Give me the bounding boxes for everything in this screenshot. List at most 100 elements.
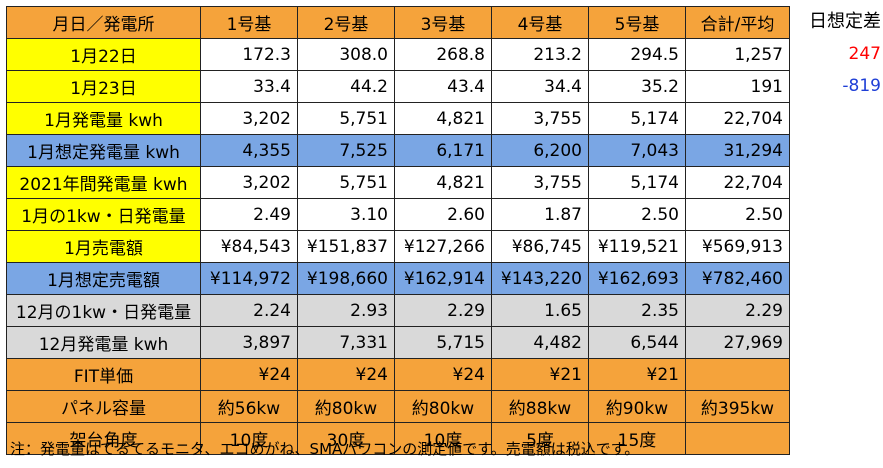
- value-cell: ¥84,543: [200, 230, 298, 263]
- value-cell: 34.4: [491, 70, 589, 103]
- value-cell: ¥24: [200, 358, 298, 391]
- value-cell: 268.8: [394, 38, 492, 71]
- value-cell: 172.3: [200, 38, 298, 71]
- value-cell: ¥198,660: [297, 262, 395, 295]
- value-cell: 約56kw: [200, 390, 298, 423]
- value-cell: ¥86,745: [491, 230, 589, 263]
- value-cell: 5,174: [588, 166, 686, 199]
- value-cell: 191: [685, 70, 790, 103]
- table-row: FIT単価 ¥24 ¥24 ¥24 ¥21 ¥21: [6, 358, 790, 391]
- value-cell: ¥119,521: [588, 230, 686, 263]
- value-cell: 約80kw: [394, 390, 492, 423]
- daily-expected-diff-column: 日想定差 247 -819: [796, 6, 881, 102]
- value-cell: 約90kw: [588, 390, 686, 423]
- value-cell: 6,544: [588, 326, 686, 359]
- daily-expected-diff-value: 247: [848, 44, 881, 64]
- value-cell: 5,751: [297, 166, 395, 199]
- table-row: 1月発電量 kwh 3,202 5,751 4,821 3,755 5,174 22,704: [6, 102, 790, 135]
- value-cell: 294.5: [588, 38, 686, 71]
- table-row: 1月22日 172.3 308.0 268.8 213.2 294.5 1,257: [6, 38, 790, 71]
- value-cell: 10度: [394, 422, 492, 455]
- header-cell: 3号基: [394, 6, 492, 39]
- value-cell: 7,331: [297, 326, 395, 359]
- value-cell: ¥24: [297, 358, 395, 391]
- value-cell: 2.49: [200, 198, 298, 231]
- value-cell: 4,355: [200, 134, 298, 167]
- value-cell: 22,704: [685, 102, 790, 135]
- value-cell: 3,897: [200, 326, 298, 359]
- value-cell: 3,755: [491, 102, 589, 135]
- value-cell: 15度: [588, 422, 686, 455]
- value-cell: ¥21: [588, 358, 686, 391]
- header-cell: 2号基: [297, 6, 395, 39]
- row-label: 2021年間発電量 kwh: [6, 166, 201, 199]
- value-cell: 約80kw: [297, 390, 395, 423]
- table-row: 1月想定売電額 ¥114,972 ¥198,660 ¥162,914 ¥143,220 ¥…: [6, 262, 790, 295]
- table-row: 12月の1kw・日発電量 2.24 2.93 2.29 1.65 2.35 2.29: [6, 294, 790, 327]
- value-cell: 213.2: [491, 38, 589, 71]
- table-row: 1月想定発電量 kwh 4,355 7,525 6,171 6,200 7,043 31,2…: [6, 134, 790, 167]
- row-label: 12月発電量 kwh: [6, 326, 201, 359]
- value-cell: ¥143,220: [491, 262, 589, 295]
- row-label: 1月想定売電額: [6, 262, 201, 295]
- value-cell: [685, 422, 790, 455]
- value-cell: 5,174: [588, 102, 686, 135]
- value-cell: 約88kw: [491, 390, 589, 423]
- table-row: パネル容量 約56kw 約80kw 約80kw 約88kw 約90kw 約395kw: [6, 390, 790, 423]
- value-cell: 2.50: [588, 198, 686, 231]
- value-cell: 7,525: [297, 134, 395, 167]
- value-cell: 43.4: [394, 70, 492, 103]
- value-cell: 4,821: [394, 102, 492, 135]
- row-label: 架台角度: [6, 422, 201, 455]
- value-cell: 5,751: [297, 102, 395, 135]
- table-row: 1月売電額 ¥84,543 ¥151,837 ¥127,266 ¥86,745 ¥119,…: [6, 230, 790, 263]
- value-cell: ¥24: [394, 358, 492, 391]
- value-cell: ¥162,914: [394, 262, 492, 295]
- value-cell: 33.4: [200, 70, 298, 103]
- value-cell: 22,704: [685, 166, 790, 199]
- value-cell: 2.24: [200, 294, 298, 327]
- row-label: 1月の1kw・日発電量: [6, 198, 201, 231]
- value-cell: 3,202: [200, 102, 298, 135]
- row-label: 12月の1kw・日発電量: [6, 294, 201, 327]
- value-cell: 308.0: [297, 38, 395, 71]
- value-cell: ¥569,913: [685, 230, 790, 263]
- header-date-station: 月日／発電所: [6, 6, 201, 39]
- value-cell: 3,755: [491, 166, 589, 199]
- value-cell: 6,171: [394, 134, 492, 167]
- value-cell: ¥782,460: [685, 262, 790, 295]
- value-cell: ¥162,693: [588, 262, 686, 295]
- header-cell: 1号基: [200, 6, 298, 39]
- value-cell: 7,043: [588, 134, 686, 167]
- value-cell: 30度: [297, 422, 395, 455]
- value-cell: [685, 358, 790, 391]
- header-cell: 4号基: [491, 6, 589, 39]
- value-cell: 3,202: [200, 166, 298, 199]
- table-row: 2021年間発電量 kwh 3,202 5,751 4,821 3,755 5,174 22…: [6, 166, 790, 199]
- value-cell: 5度: [491, 422, 589, 455]
- header-row: 月日／発電所 1号基 2号基 3号基 4号基 5号基 合計/平均: [6, 6, 790, 39]
- value-cell: 35.2: [588, 70, 686, 103]
- power-generation-table: 月日／発電所 1号基 2号基 3号基 4号基 5号基 合計/平均 1月22日 172.3 308.…: [6, 6, 790, 455]
- daily-expected-diff-title: 日想定差: [809, 11, 881, 32]
- table-row: 12月発電量 kwh 3,897 7,331 5,715 4,482 6,544 27,96…: [6, 326, 790, 359]
- value-cell: 2.29: [394, 294, 492, 327]
- value-cell: ¥151,837: [297, 230, 395, 263]
- row-label: 1月想定発電量 kwh: [6, 134, 201, 167]
- value-cell: ¥127,266: [394, 230, 492, 263]
- table-row: 1月の1kw・日発電量 2.49 3.10 2.60 1.87 2.50 2.50: [6, 198, 790, 231]
- value-cell: 1.87: [491, 198, 589, 231]
- row-label: 1月発電量 kwh: [6, 102, 201, 135]
- table-row: 架台角度 10度 30度 10度 5度 15度: [6, 422, 790, 455]
- value-cell: 3.10: [297, 198, 395, 231]
- value-cell: 44.2: [297, 70, 395, 103]
- header-cell: 合計/平均: [685, 6, 790, 39]
- daily-expected-diff-value: -819: [842, 76, 881, 96]
- value-cell: 1.65: [491, 294, 589, 327]
- value-cell: 約395kw: [685, 390, 790, 423]
- value-cell: 2.60: [394, 198, 492, 231]
- header-cell: 5号基: [588, 6, 686, 39]
- value-cell: ¥114,972: [200, 262, 298, 295]
- footnote: 注：発電量はてるてるモニタ、エコめがね、SMAパワコンの測定値です。売電額は税込…: [10, 440, 640, 458]
- row-label: 1月22日: [6, 38, 201, 71]
